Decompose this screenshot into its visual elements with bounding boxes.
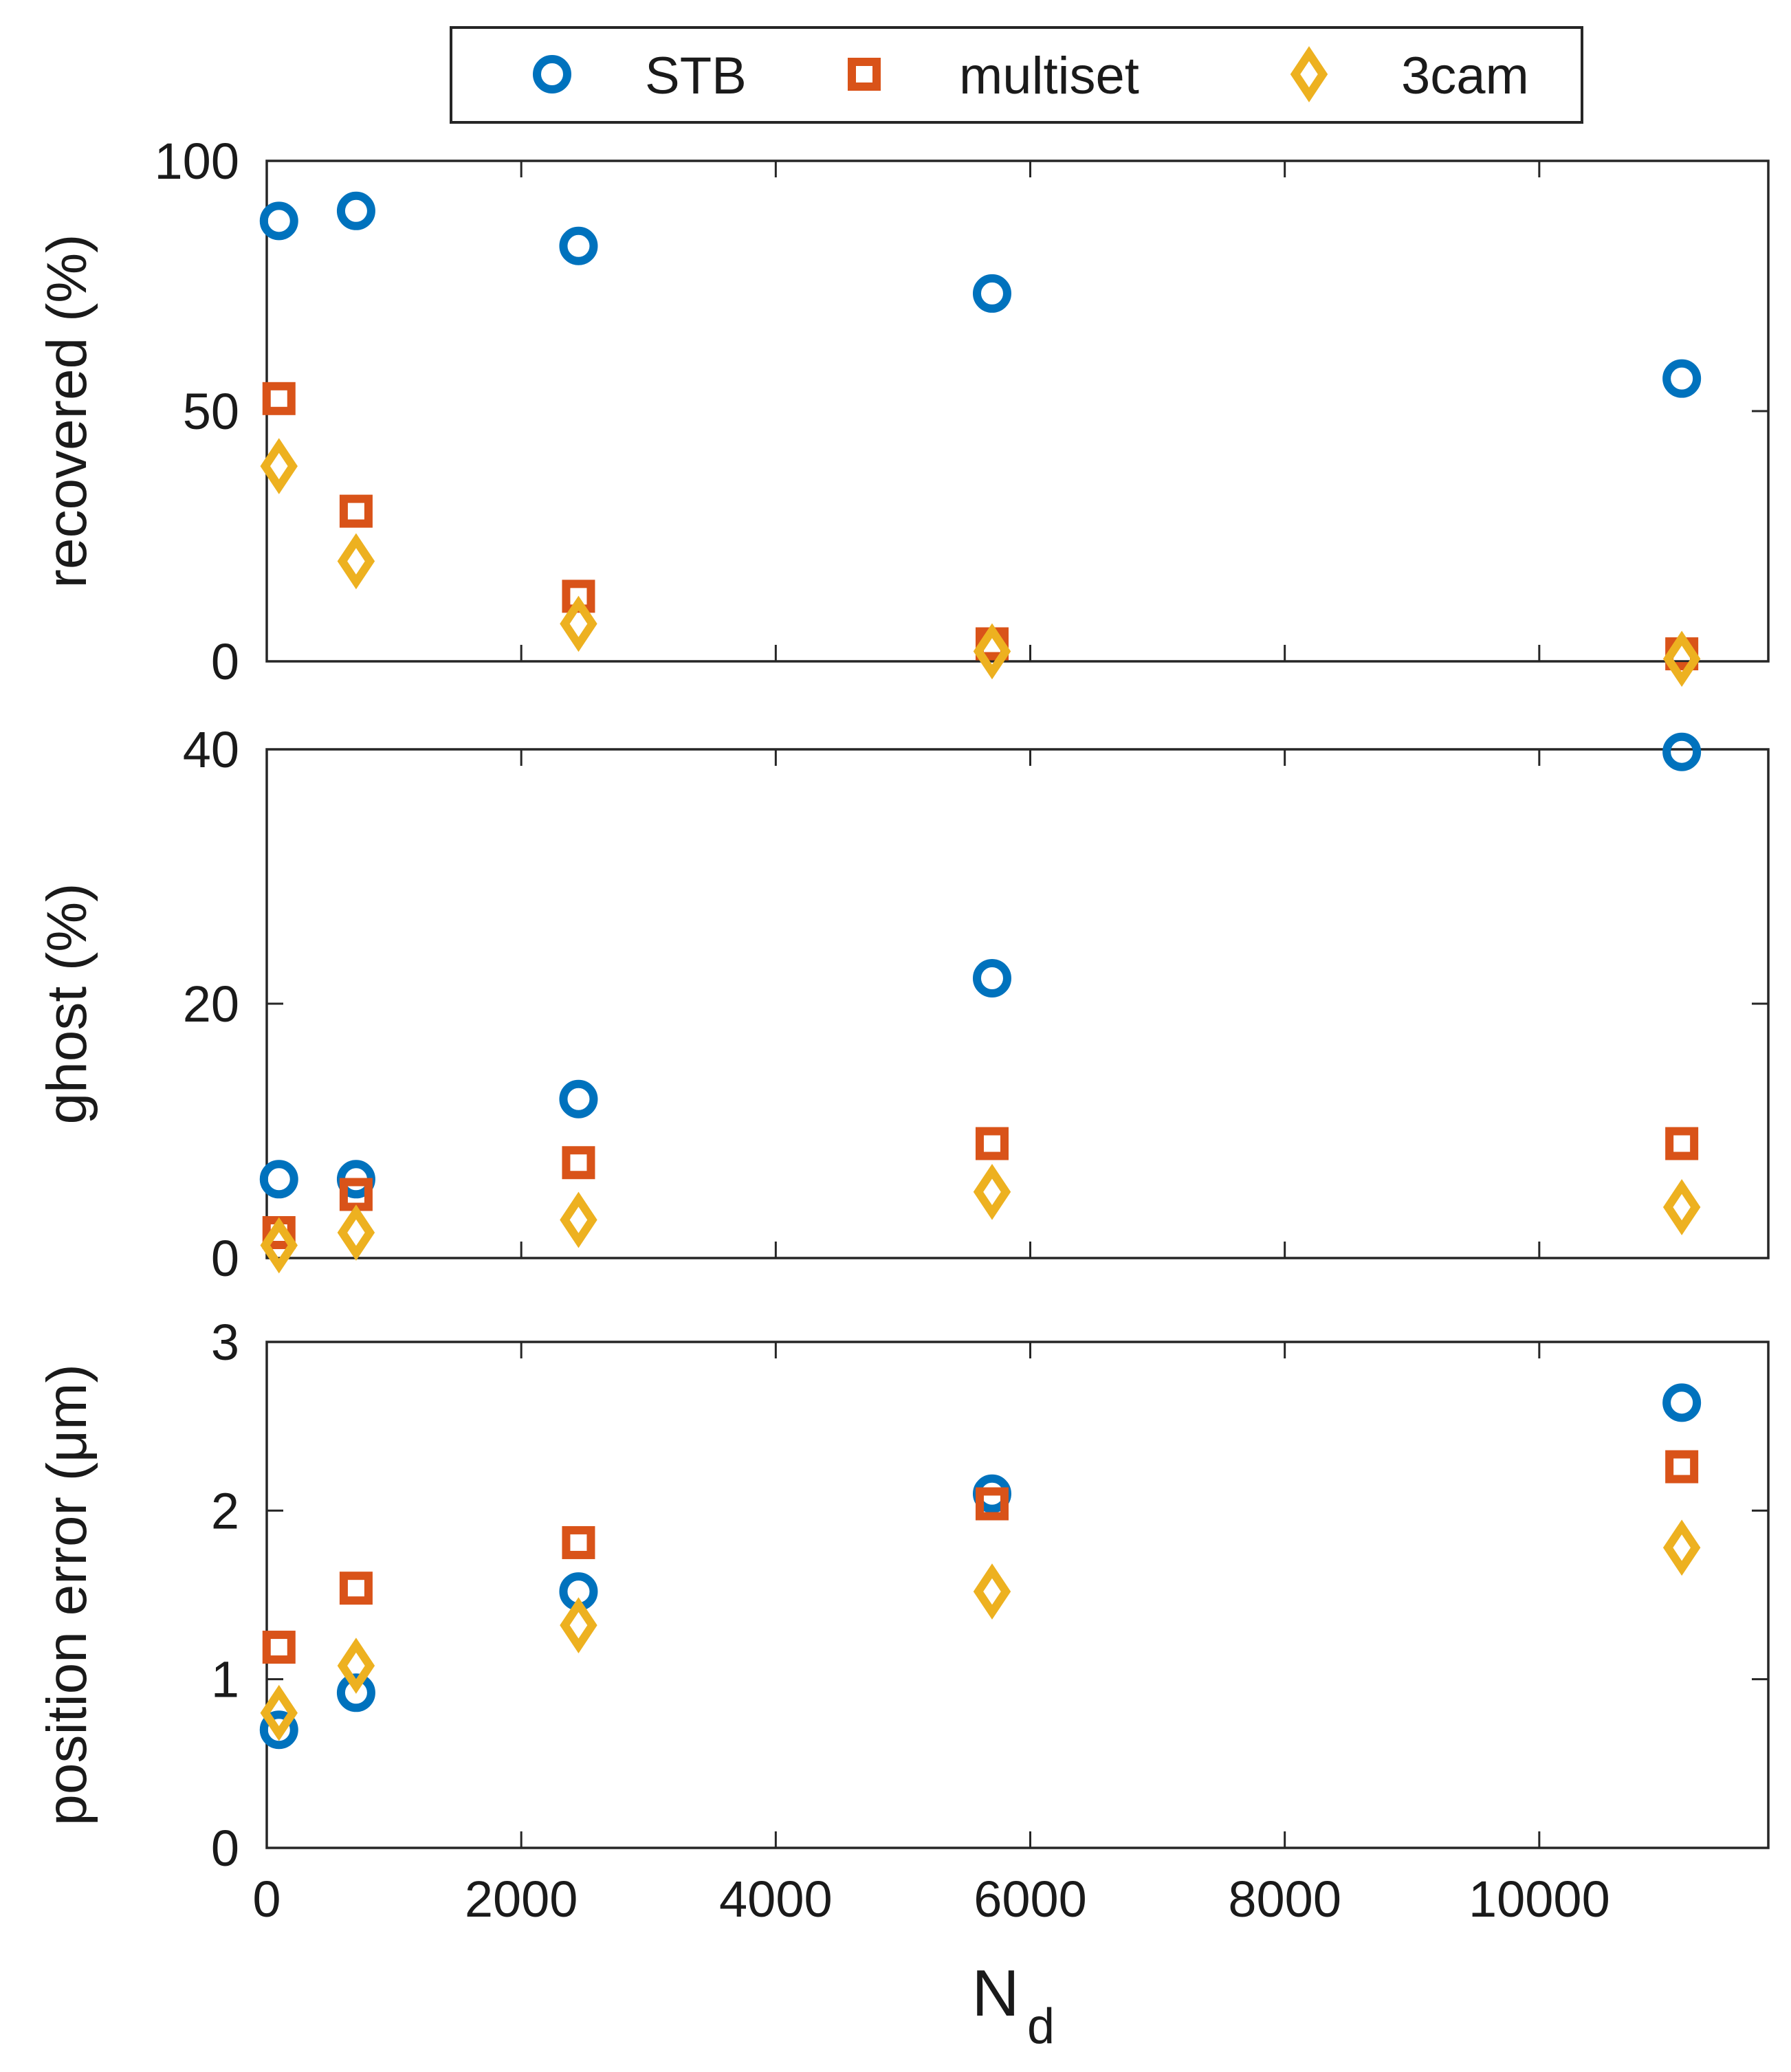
data-point-multiset: [262, 382, 296, 415]
data-point-stb: [1662, 732, 1702, 771]
data-point-multiset: [1665, 1127, 1699, 1160]
x-tick-label: 8000: [1228, 1871, 1341, 1928]
y-tick-label: 40: [183, 721, 239, 778]
data-point-3cam: [973, 623, 1011, 680]
data-point-stb: [1662, 1383, 1702, 1422]
data-point-stb: [559, 1079, 598, 1118]
y-axis-label: ghost (%): [36, 883, 98, 1125]
legend: STB multiset 3cam: [450, 26, 1583, 124]
y-axis-label: recovered (%): [36, 234, 98, 588]
data-point-multiset: [975, 1487, 1009, 1521]
data-point-3cam: [260, 1217, 298, 1274]
y-axis-label: position error (μm): [36, 1364, 98, 1826]
x-tick-label: 6000: [974, 1871, 1087, 1928]
series-3cam: [260, 438, 1701, 687]
y-tick-label: 0: [211, 1820, 239, 1877]
x-tick-label: 4000: [719, 1871, 833, 1928]
data-point-3cam: [1662, 1179, 1701, 1235]
plot-area: [265, 159, 1770, 663]
data-point-multiset: [339, 494, 373, 528]
x-tick-label: 10000: [1469, 1871, 1610, 1928]
data-point-multiset: [562, 1525, 595, 1559]
data-point-multiset: [339, 1572, 373, 1605]
y-tick-label: 50: [183, 383, 239, 440]
x-axis-title: N d: [971, 1957, 1055, 2054]
series-3cam: [260, 1163, 1701, 1274]
legend-marker-stb: [533, 55, 571, 93]
y-tick-label: 3: [211, 1314, 239, 1371]
legend-marker-3cam: [1290, 46, 1328, 102]
data-point-multiset: [975, 1127, 1009, 1160]
data-point-3cam: [337, 1204, 375, 1261]
legend-box: [450, 26, 1583, 124]
panel-1: 0 50 100 recovered (%): [36, 133, 1770, 690]
legend-label-3cam: 3cam: [1401, 47, 1529, 105]
panel-3: 0 2000 4000 6000 8000 10000 0 1 2 3 position error…: [36, 1314, 1770, 1928]
legend-marker-multiset: [848, 58, 881, 91]
data-point-stb: [972, 959, 1011, 998]
x-tick-label: 0: [252, 1871, 281, 1928]
data-point-3cam: [1662, 630, 1701, 687]
data-point-stb: [259, 1710, 298, 1750]
data-point-multiset: [562, 1146, 595, 1180]
data-point-stb: [559, 226, 598, 265]
legend-label-multiset: multiset: [959, 47, 1139, 105]
plot-area: [265, 748, 1770, 1259]
y-tick-label: 2: [211, 1482, 239, 1539]
y-tick-label: 0: [211, 633, 239, 690]
data-point-3cam: [560, 1597, 597, 1653]
series-stb: [259, 191, 1702, 398]
series-multiset: [262, 1450, 1699, 1664]
data-point-stb: [336, 191, 375, 230]
x-tick-label: 2000: [465, 1871, 578, 1928]
panel-2: 0 20 40 ghost (%): [36, 721, 1770, 1287]
data-point-stb: [336, 1673, 375, 1712]
plot-area: [265, 1341, 1770, 1849]
data-point-multiset: [262, 1631, 296, 1664]
data-point-stb: [259, 201, 298, 241]
data-point-3cam: [973, 1563, 1011, 1620]
y-tick-label: 100: [155, 133, 239, 190]
legend-label-stb: STB: [645, 47, 747, 105]
data-point-3cam: [337, 1638, 375, 1694]
data-point-3cam: [337, 533, 375, 590]
data-point-3cam: [260, 1684, 298, 1741]
data-point-3cam: [1662, 1519, 1701, 1576]
data-point-stb: [972, 274, 1011, 313]
data-point-3cam: [973, 1163, 1011, 1220]
data-point-multiset: [1665, 1450, 1699, 1484]
series-3cam: [260, 1519, 1701, 1741]
x-axis-label-main: N: [971, 1957, 1019, 2030]
data-point-3cam: [260, 438, 298, 494]
data-point-stb: [259, 1160, 298, 1199]
data-point-3cam: [560, 1191, 597, 1248]
data-point-3cam: [560, 595, 597, 652]
data-point-stb: [1662, 359, 1702, 398]
y-tick-label: 0: [211, 1230, 239, 1287]
x-axis-label-subscript: d: [1027, 1999, 1055, 2054]
y-tick-label: 20: [183, 976, 239, 1033]
y-tick-label: 1: [211, 1651, 239, 1708]
